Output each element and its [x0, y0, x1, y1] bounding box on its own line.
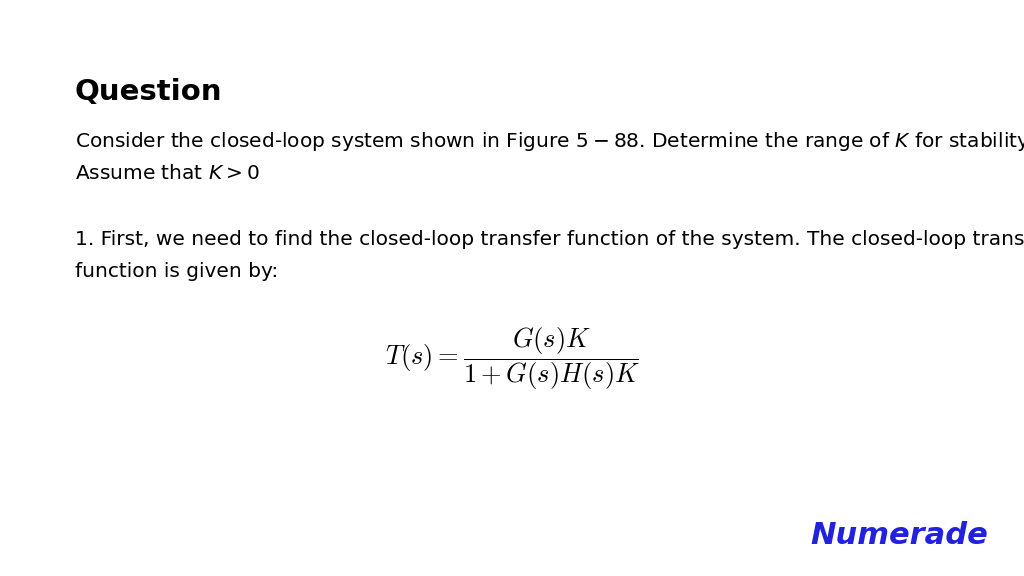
Text: $T(s) = \dfrac{G(s)K}{1 + G(s)H(s)K}$: $T(s) = \dfrac{G(s)K}{1 + G(s)H(s)K}$: [385, 325, 639, 392]
Text: Numerade: Numerade: [810, 521, 988, 550]
Text: 1. First, we need to find the closed-loop transfer function of the system. The c: 1. First, we need to find the closed-loo…: [75, 230, 1024, 249]
Text: Assume that $K>0$: Assume that $K>0$: [75, 164, 259, 183]
Text: Question: Question: [75, 78, 222, 106]
Text: function is given by:: function is given by:: [75, 262, 278, 281]
Text: Consider the closed-loop system shown in Figure $5-88$. Determine the range of $: Consider the closed-loop system shown in…: [75, 130, 1024, 153]
